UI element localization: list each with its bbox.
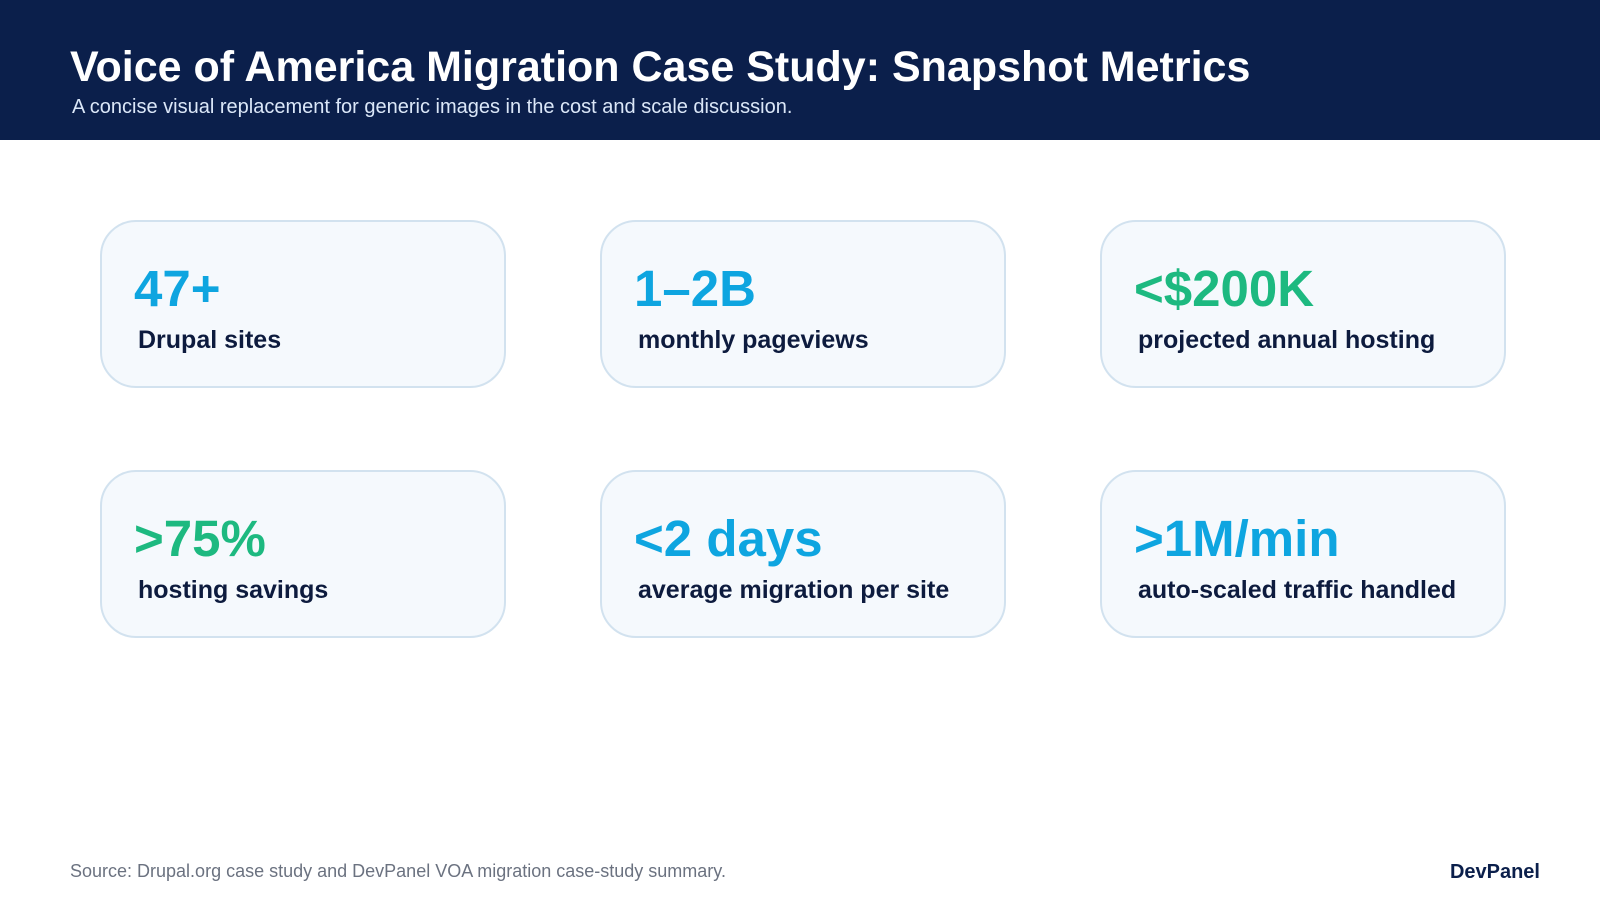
metric-value: 47+ [134,260,221,317]
metric-value: <$200K [1134,260,1315,317]
metric-label: auto-scaled traffic handled [1138,576,1457,604]
metric-card-annual-hosting: <$200K projected annual hosting [1100,220,1506,388]
brand-name: DevPanel [1449,861,1540,883]
metric-value: >75% [134,510,266,567]
source-note: Source: Drupal.org case study and DevPan… [70,861,726,881]
header-banner: Voice of America Migration Case Study: S… [0,0,1600,140]
metric-card-hosting-savings: >75% hosting savings [100,470,506,638]
metric-label: Drupal sites [138,326,282,354]
metric-label: monthly pageviews [638,326,869,354]
page-title: Voice of America Migration Case Study: S… [70,43,1251,91]
metric-value: 1–2B [634,260,756,317]
metric-value: >1M/min [1134,510,1340,567]
metric-card-traffic-handled: >1M/min auto-scaled traffic handled [1100,470,1506,638]
metric-label: hosting savings [138,576,329,604]
metric-card-drupal-sites: 47+ Drupal sites [100,220,506,388]
metric-card-monthly-pageviews: 1–2B monthly pageviews [600,220,1006,388]
metric-value: <2 days [634,510,823,567]
metric-label: average migration per site [638,576,950,604]
page-subtitle: A concise visual replacement for generic… [72,96,793,118]
metric-label: projected annual hosting [1138,326,1436,354]
metric-card-migration-time: <2 days average migration per site [600,470,1006,638]
